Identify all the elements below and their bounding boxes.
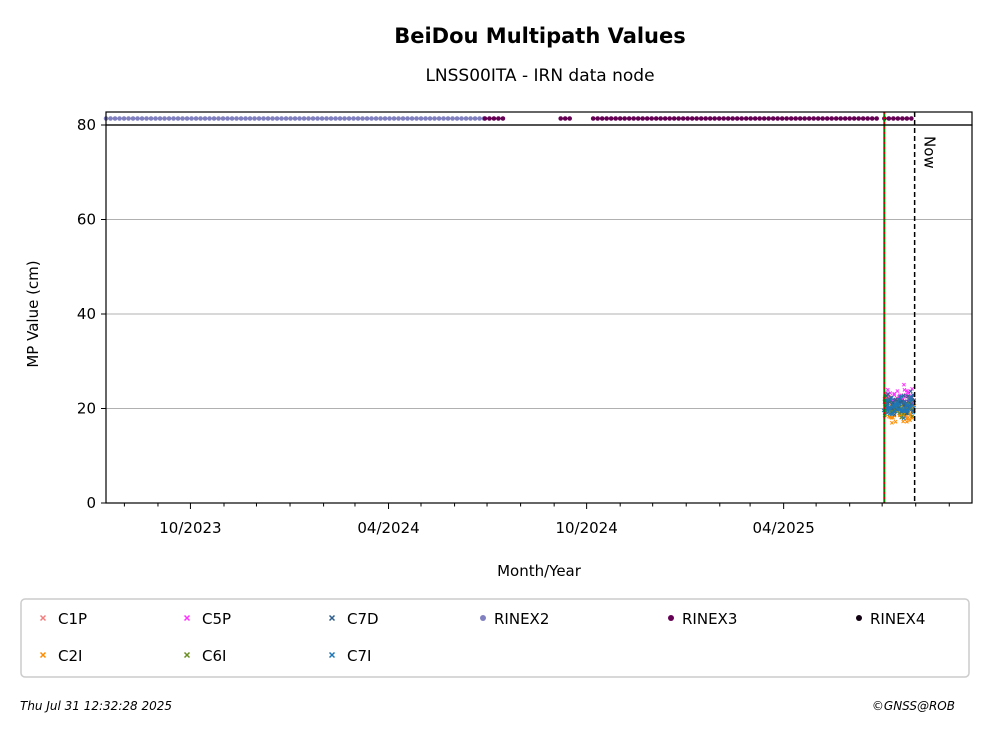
legend-label: C7D (347, 610, 379, 628)
y-tick-label: 40 (77, 305, 96, 323)
legend-item-c6i: C6I (183, 647, 226, 665)
legend-item-c1p: C1P (39, 610, 87, 628)
data-point-c2i (904, 419, 909, 424)
data-point-c7i (890, 410, 895, 415)
legend-marker (39, 614, 47, 622)
legend-item-rinex2: RINEX2 (480, 610, 549, 628)
y-tick-label: 80 (77, 116, 96, 134)
data-point-c2i (901, 419, 906, 424)
data-point-c5p (885, 387, 890, 392)
x-axis-label: Month/Year (497, 562, 582, 580)
legend-marker (668, 615, 674, 621)
legend-label: RINEX2 (494, 610, 549, 628)
data-point-c7i (894, 406, 899, 411)
y-tick-label: 20 (77, 400, 96, 418)
y-grid (106, 219, 972, 409)
legend-label: RINEX3 (682, 610, 737, 628)
data-point-c7i (887, 406, 892, 411)
data-point-c5p (895, 389, 900, 394)
legend-label: C7I (347, 647, 371, 665)
multipath-points (881, 382, 917, 425)
legend-label: C1P (58, 610, 87, 628)
now-label: Now (921, 136, 939, 169)
data-point-c2i (906, 415, 911, 420)
legend-box (20, 598, 970, 678)
data-point-c7i (906, 406, 911, 411)
data-point-c6i (910, 414, 915, 419)
data-point-c7d (884, 394, 889, 399)
data-point-c7i (898, 402, 902, 407)
legend-marker (856, 615, 862, 621)
legend-item-rinex4: RINEX4 (856, 610, 925, 628)
y-tick-label: 60 (77, 211, 96, 229)
legend-item-c5p: C5P (183, 610, 231, 628)
data-point-c7i (908, 394, 913, 399)
data-point-c7i (893, 409, 898, 414)
legend-marker (328, 651, 336, 659)
legend-item-c7d: C7D (328, 610, 379, 628)
legend-label: C5P (202, 610, 231, 628)
data-point-c7d (901, 393, 906, 398)
data-point-c7i (904, 403, 909, 407)
legend-item-c2i: C2I (39, 647, 82, 665)
legend-label: RINEX4 (870, 610, 925, 628)
x-tick-label: 04/2024 (357, 519, 419, 537)
data-point-c2i (889, 420, 894, 425)
axis-ticks: 0 20 40 60 80 10/2023 04/2024 10/2024 04/2025 (77, 116, 950, 537)
legend-marker (183, 651, 191, 659)
legend-item-c7i: C7I (328, 647, 371, 665)
footer-credit: ©GNSS@ROB (872, 699, 955, 713)
x-tick-label: 10/2024 (555, 519, 617, 537)
data-point-c7i (897, 397, 902, 402)
data-point-c7i (902, 399, 907, 404)
legend-label: C6I (202, 647, 226, 665)
data-point-c2i (892, 413, 897, 418)
data-point-c2i (893, 419, 898, 424)
data-point-c7i (899, 394, 904, 399)
footer-timestamp: Thu Jul 31 12:32:28 2025 (20, 699, 172, 713)
data-point-c5p (910, 386, 915, 391)
data-point-c7i (895, 403, 900, 408)
chart-subtitle: LNSS00ITA - IRN data node (425, 66, 654, 86)
legend: C1P C2I C5P C6I C7D C7I RINEX2 RINEX3 RINEX4 (39, 610, 925, 665)
legend-label: C2I (58, 647, 82, 665)
plot-frame (105, 124, 973, 504)
y-tick-label: 0 (86, 494, 96, 512)
y-axis-label: MP Value (cm) (24, 260, 42, 367)
data-point-c7i (885, 410, 890, 415)
data-point-c5p (892, 393, 897, 397)
data-point-c5p (888, 391, 893, 396)
data-point-c7d (908, 389, 913, 394)
data-point-c7i (905, 403, 910, 407)
x-tick-label: 10/2023 (159, 519, 221, 537)
chart-title: BeiDou Multipath Values (394, 24, 686, 48)
data-point-c7i (908, 404, 913, 409)
legend-marker (39, 651, 47, 659)
data-point-c7i (889, 396, 894, 401)
legend-marker (480, 615, 486, 621)
marker-lines: Now (883, 112, 939, 503)
data-point-c7d (885, 392, 890, 397)
data-point-c7i (901, 416, 906, 421)
data-point-c5p (901, 382, 906, 387)
legend-item-rinex3: RINEX3 (668, 610, 737, 628)
data-point-c5p (902, 387, 907, 392)
data-point-c5p (892, 391, 897, 396)
x-tick-label: 04/2025 (752, 519, 814, 537)
legend-marker (183, 614, 191, 622)
legend-marker (328, 614, 336, 622)
